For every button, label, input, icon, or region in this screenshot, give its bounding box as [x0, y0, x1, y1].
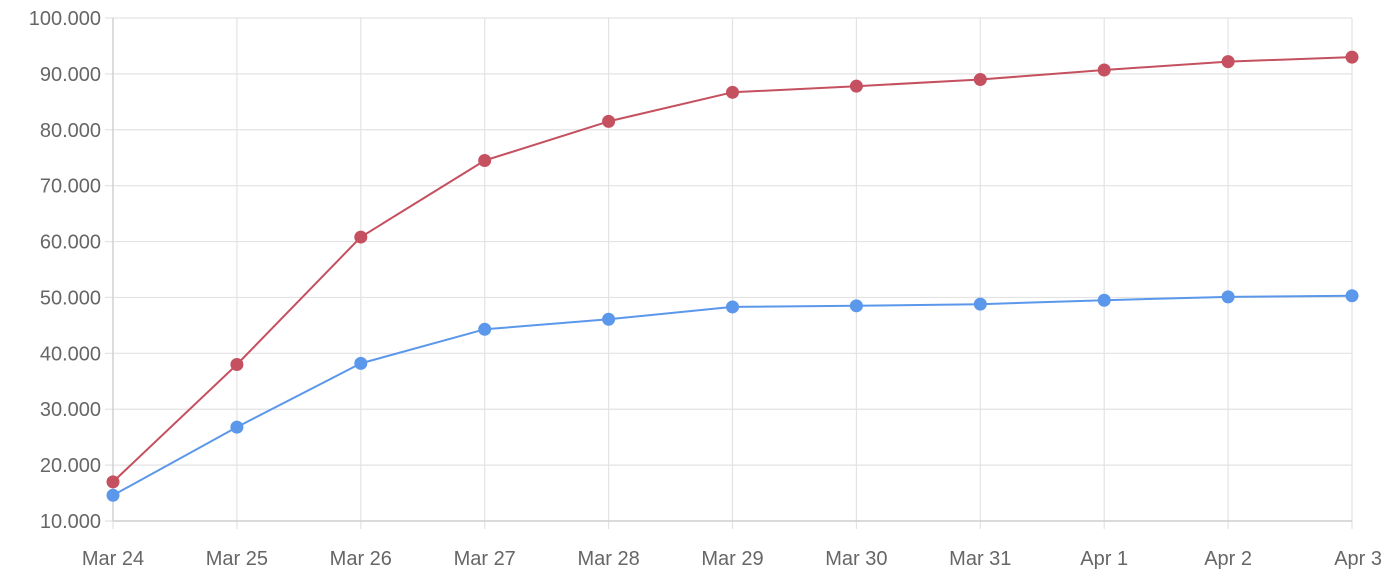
series-2-point: [602, 312, 616, 326]
y-tick-label: 100.000: [29, 8, 101, 30]
y-tick-label: 30.000: [40, 399, 101, 421]
x-tick-label: Mar 31: [949, 548, 1011, 570]
y-tick-label: 10.000: [40, 511, 101, 533]
series-2-point: [478, 322, 492, 336]
series-1-point: [354, 230, 368, 244]
y-tick-label: 40.000: [40, 343, 101, 365]
series-2-point: [106, 488, 120, 502]
x-tick-label: Apr 3: [1334, 548, 1382, 570]
series-1-point: [1345, 50, 1359, 64]
x-tick-label: Apr 1: [1080, 548, 1128, 570]
y-tick-label: 90.000: [40, 64, 101, 86]
series-1-point: [1221, 55, 1235, 69]
series-2-point: [973, 297, 987, 311]
series-1-point: [230, 358, 244, 372]
x-tick-label: Apr 2: [1204, 548, 1252, 570]
series-2-point: [726, 300, 739, 314]
y-tick-label: 60.000: [40, 232, 101, 254]
series-2-point: [849, 299, 863, 313]
series-1-point: [849, 79, 863, 93]
y-tick-label: 20.000: [40, 455, 101, 477]
x-tick-label: Mar 27: [454, 548, 516, 570]
x-tick-label: Mar 25: [206, 548, 268, 570]
y-tick-label: 70.000: [40, 176, 101, 198]
x-tick-label: Mar 24: [82, 548, 144, 570]
x-tick-label: Mar 28: [577, 548, 639, 570]
series-1-point: [106, 475, 120, 489]
series-1-point: [478, 154, 492, 168]
series-1-point: [1097, 63, 1111, 77]
series-1-point: [726, 85, 739, 99]
axis-layer: 10.000 20.000 30.000 40.000 50.000 60.000 70.0…: [29, 8, 1382, 570]
series-2-point: [1097, 293, 1111, 307]
series-2-point: [1345, 289, 1359, 303]
series-layer: [106, 50, 1359, 502]
y-tick-label: 50.000: [40, 287, 101, 309]
series-2-point: [230, 420, 244, 434]
x-tick-label: Mar 26: [330, 548, 392, 570]
x-tick-label: Mar 30: [825, 548, 887, 570]
grid-layer: [105, 17, 1353, 529]
y-tick-label: 80.000: [40, 120, 101, 142]
series-1-point: [973, 72, 987, 86]
series-2-point: [1221, 290, 1235, 304]
series-1-point: [602, 114, 616, 128]
series-2-point: [354, 356, 368, 370]
x-tick-label: Mar 29: [701, 548, 763, 570]
